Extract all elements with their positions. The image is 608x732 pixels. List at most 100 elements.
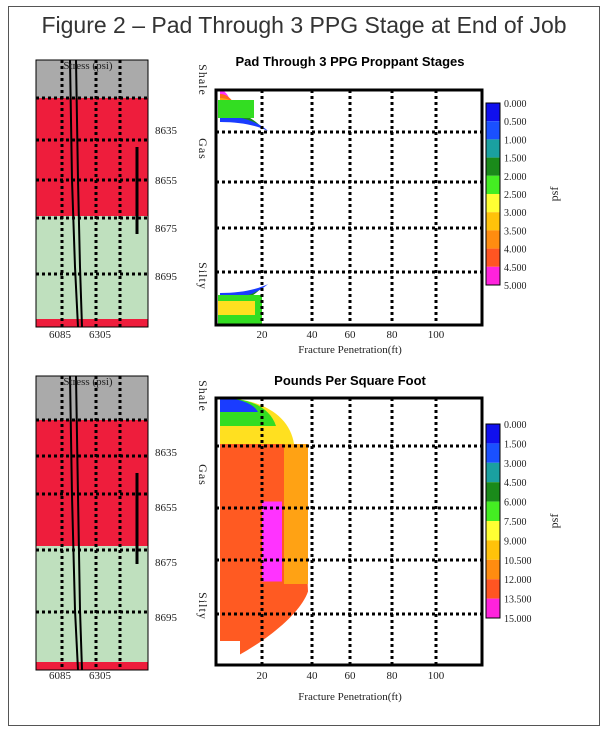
x-tick-label: 80	[387, 329, 399, 341]
colorbar-level: 3.500	[504, 226, 527, 237]
log-zone-base	[36, 662, 148, 670]
colorbar-level: 9.000	[504, 536, 527, 547]
contour-band	[218, 100, 254, 118]
colorbar-swatch	[486, 157, 500, 176]
log-zone-silty	[36, 216, 148, 327]
colorbar-unit: psf	[547, 514, 561, 529]
colorbar-level: 3.000	[504, 208, 527, 219]
zone-label-gas: Gas	[196, 138, 210, 160]
contour-band	[218, 301, 255, 315]
figure-title: Figure 2 – Pad Through 3 PPG Stage at En…	[41, 12, 567, 38]
log-header: Stress (psi)	[63, 60, 113, 72]
colorbar-level: 1.500	[504, 154, 527, 165]
depth-label: 8655	[155, 502, 178, 514]
colorbar-swatch	[486, 540, 500, 560]
zone-label-shale: Shale	[196, 64, 210, 96]
colorbar-unit: psf	[547, 187, 561, 202]
stress-log: Stress (psi) 6085 6305 8635 8655 8675 8695 Shal…	[35, 59, 210, 341]
fracture-contour-chart: Pounds Per Square Foot 20 40 60 80 100 Fractur…	[214, 373, 484, 703]
colorbar-level: 12.000	[504, 575, 532, 586]
colorbar-swatch	[486, 230, 500, 249]
colorbar-swatch	[486, 559, 500, 580]
colorbar-level: 15.000	[504, 614, 532, 625]
x-axis-label: Fracture Penetration(ft)	[298, 344, 402, 356]
colorbar-swatch	[486, 121, 500, 140]
contour-band	[284, 444, 308, 584]
depth-label: 8655	[155, 175, 178, 187]
colorbar-level: 4.500	[504, 478, 527, 489]
frac-background	[220, 641, 240, 665]
log-zone-shale	[36, 376, 148, 420]
stress-curve	[75, 59, 83, 328]
log-x-tick: 6305	[89, 329, 112, 341]
colorbar-swatch	[486, 598, 500, 618]
colorbar-level: 4.500	[504, 263, 527, 274]
log-header: Stress (psi)	[63, 376, 113, 388]
colorbar-level: 13.500	[504, 595, 532, 606]
colorbar-swatch	[486, 579, 500, 599]
stress-curve	[69, 59, 79, 328]
depth-label: 8675	[155, 557, 178, 569]
colorbar-border	[485, 423, 501, 619]
panel-bottom: Stress (psi) 6085 6305 8635 8655 8675 8695 Shal…	[35, 373, 561, 703]
x-tick-label: 20	[257, 670, 269, 682]
figure-frame	[8, 6, 600, 726]
colorbar-level: 3.000	[504, 459, 527, 470]
depth-label: 8675	[155, 223, 178, 235]
colorbar-level: 2.000	[504, 172, 527, 183]
colorbar-level: 6.000	[504, 498, 527, 509]
colorbar-swatch	[486, 482, 500, 502]
zone-label-shale: Shale	[196, 380, 210, 412]
log-zone-gas	[36, 98, 148, 216]
colorbar-swatch	[486, 175, 500, 194]
frac-core	[220, 122, 296, 293]
colorbar-border	[485, 102, 501, 286]
log-border	[35, 59, 149, 328]
colorbar-swatch	[486, 521, 500, 541]
log-zone-gas	[36, 420, 148, 546]
colorbar-swatch	[486, 424, 500, 444]
log-zone-shale	[36, 60, 148, 98]
log-x-tick: 6085	[49, 670, 72, 682]
chart-title: Pounds Per Square Foot	[274, 373, 426, 388]
colorbar-legend: 0.000 0.500 1.000 1.500 2.000 2.500 3.000 3.500…	[485, 99, 561, 292]
colorbar-swatch	[486, 462, 500, 483]
log-zone-silty	[36, 546, 148, 670]
x-axis-label: Fracture Penetration(ft)	[298, 691, 402, 703]
colorbar-level: 1.500	[504, 439, 527, 450]
contour-band	[262, 501, 282, 582]
stress-log: Stress (psi) 6085 6305 8635 8655 8675 8695 Shal…	[35, 375, 210, 682]
panel-top: Stress (psi) 6085 6305 8635 8655 8675 8695 Shal…	[35, 54, 561, 356]
fracture-contour-chart: Pad Through 3 PPG Proppant Stages 20 40 60 8…	[214, 54, 484, 356]
x-tick-label: 100	[428, 329, 445, 341]
depth-label: 8635	[155, 125, 178, 137]
colorbar-level: 0.000	[504, 420, 527, 431]
zone-label-gas: Gas	[196, 464, 210, 486]
colorbar-level: 4.000	[504, 245, 527, 256]
log-border	[35, 375, 149, 671]
colorbar-swatch	[486, 103, 500, 122]
colorbar-level: 0.500	[504, 117, 527, 128]
colorbar-level: 2.500	[504, 190, 527, 201]
x-tick-label: 20	[257, 329, 269, 341]
colorbar-legend: 0.000 1.500 3.000 4.500 6.000 7.500 9.000 10.50…	[485, 420, 561, 625]
colorbar-level: 5.000	[504, 281, 527, 292]
contour-band	[220, 398, 258, 412]
colorbar-swatch	[486, 501, 500, 521]
zone-label-silty: Silty	[196, 592, 210, 620]
log-x-tick: 6085	[49, 329, 72, 341]
log-x-tick: 6305	[89, 670, 112, 682]
x-tick-label: 40	[307, 670, 319, 682]
x-tick-label: 80	[387, 670, 399, 682]
x-tick-label: 60	[345, 329, 357, 341]
colorbar-level: 1.000	[504, 135, 527, 146]
x-tick-label: 100	[428, 670, 445, 682]
colorbar-swatch	[486, 443, 500, 463]
stress-curve	[69, 375, 79, 671]
colorbar-swatch	[486, 266, 500, 285]
colorbar-level: 0.000	[504, 99, 527, 110]
colorbar-swatch	[486, 212, 500, 231]
chart-title: Pad Through 3 PPG Proppant Stages	[236, 54, 465, 69]
colorbar-swatch	[486, 194, 500, 213]
